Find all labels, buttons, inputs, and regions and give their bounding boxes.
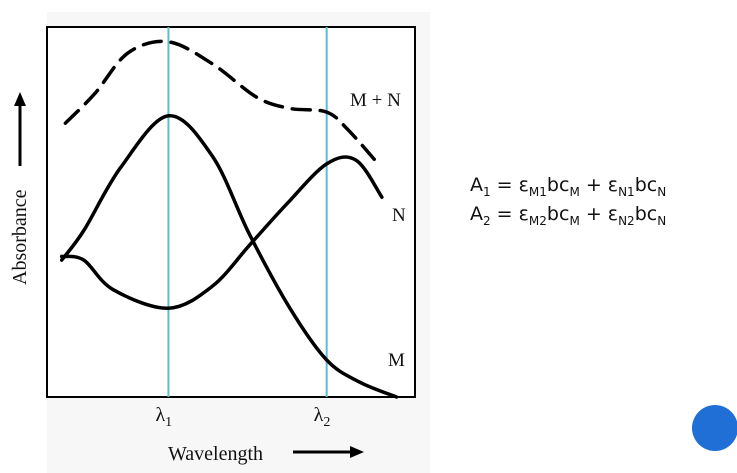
- absorbance-equations: A1 = εM1bcM + εN1bcN A2 = εM2bcM + εN2bc…: [470, 172, 666, 230]
- nav-circle-button[interactable]: [692, 405, 737, 451]
- x-axis-label: Wavelength: [168, 443, 263, 465]
- equation-a2: A2 = εM2bcM + εN2bcN: [470, 203, 667, 228]
- series-label-n: N: [392, 205, 406, 226]
- x-tick-labels: λ1 λ2: [155, 404, 330, 430]
- equation-a1: A1 = εM1bcM + εN1bcN: [470, 174, 667, 199]
- series-label-m-n: M + N: [350, 90, 401, 111]
- series-line-m: [59, 114, 399, 399]
- series-line-m-n: [63, 39, 380, 166]
- wavelength-markers: [167, 27, 328, 397]
- x-axis-arrow: [293, 446, 364, 458]
- series-labels: M + N N M: [350, 90, 406, 371]
- y-axis-label: Absorbance: [9, 189, 31, 285]
- plot-frame: [46, 26, 416, 398]
- series-label-m: M: [388, 350, 405, 371]
- x-tick-label-2: λ2: [314, 404, 331, 430]
- x-tick-label-1: λ1: [155, 404, 172, 430]
- series-layer: [59, 39, 399, 399]
- y-axis-arrow: [14, 92, 26, 166]
- series-line-n: [59, 155, 384, 310]
